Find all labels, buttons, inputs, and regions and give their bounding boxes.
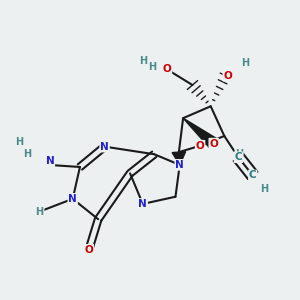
Text: H: H [35,207,44,217]
Polygon shape [172,152,186,165]
Text: O: O [196,141,205,151]
Text: N: N [175,160,184,170]
Text: H: H [148,62,156,72]
Text: O: O [209,139,218,148]
Text: N: N [138,199,147,209]
Text: O: O [85,245,93,255]
Text: N: N [46,157,55,166]
Text: C: C [235,152,242,162]
Text: H: H [23,149,31,159]
Text: N: N [68,194,77,204]
Polygon shape [183,118,218,148]
Text: O: O [223,71,232,81]
Text: H: H [261,184,269,194]
Text: C: C [249,170,256,181]
Text: H: H [140,56,148,66]
Text: H: H [242,58,250,68]
Text: H: H [235,149,243,159]
Text: H: H [15,136,23,146]
Text: O: O [163,64,171,74]
Text: N: N [100,142,109,152]
